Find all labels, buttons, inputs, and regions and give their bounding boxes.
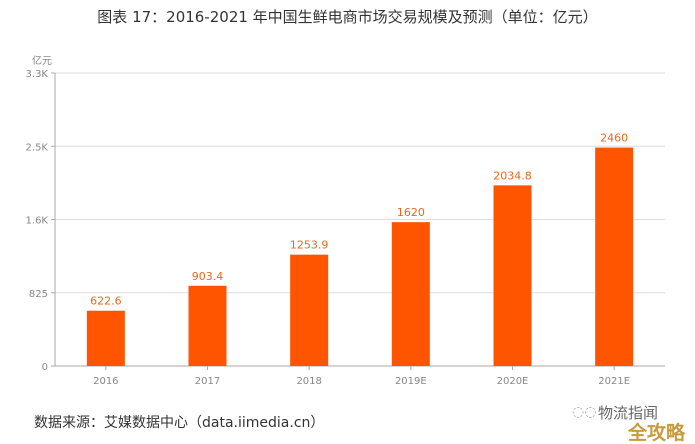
- x-tick-label: 2016: [93, 376, 118, 387]
- data-label: 2460: [600, 132, 628, 145]
- bar-2016: [86, 310, 125, 366]
- bar-2019E: [391, 222, 430, 366]
- data-label: 2034.8: [493, 169, 532, 182]
- y-tick-label: 0: [42, 362, 48, 373]
- y-tick-label: 825: [29, 289, 48, 300]
- x-tick-label: 2021E: [598, 376, 630, 387]
- bar-2018: [290, 254, 329, 366]
- data-label: 622.6: [90, 295, 122, 308]
- y-tick-label: 2.5K: [26, 142, 49, 153]
- data-label: 1620: [397, 206, 425, 219]
- y-tick-label: 1.6K: [26, 216, 49, 227]
- x-tick-label: 2019E: [395, 376, 427, 387]
- x-tick-label: 2018: [296, 376, 321, 387]
- bar-2020E: [493, 185, 532, 366]
- data-label: 1253.9: [290, 239, 329, 252]
- wechat-icon: ◌◌: [572, 404, 597, 420]
- bar-2017: [188, 285, 227, 366]
- data-label: 903.4: [192, 270, 224, 283]
- chart-title: 图表 17：2016-2021 年中国生鲜电商市场交易规模及预测（单位：亿元）: [97, 8, 598, 26]
- y-axis-label: 亿元: [32, 54, 52, 67]
- watermark-text: 物流指闻: [598, 404, 659, 422]
- watermark-logo: 全攻略: [628, 422, 686, 444]
- y-tick-label: 3.3K: [26, 69, 49, 80]
- source-note: 数据来源：艾媒数据中心（data.iimedia.cn）: [34, 415, 325, 431]
- x-tick-label: 2020E: [497, 376, 529, 387]
- x-tick-label: 2017: [195, 376, 220, 387]
- bar-2021E: [595, 147, 634, 366]
